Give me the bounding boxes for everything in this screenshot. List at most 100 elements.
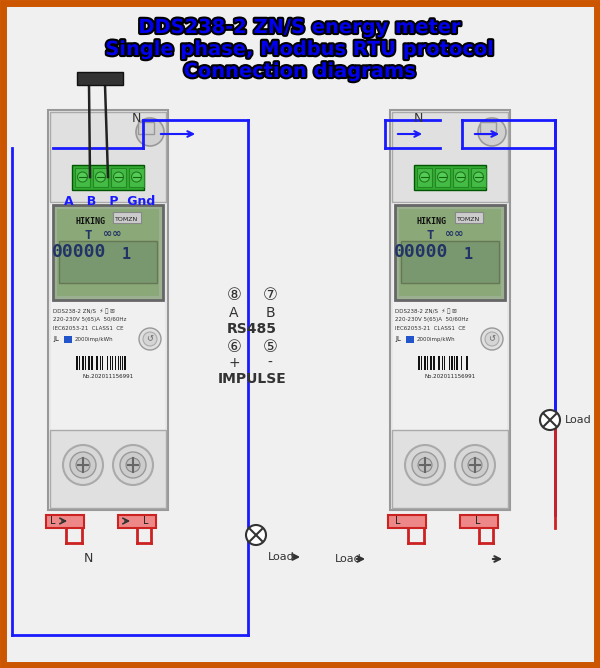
Bar xyxy=(457,356,458,370)
Bar xyxy=(119,356,121,370)
Text: T: T xyxy=(84,229,92,242)
Text: DDS238-2 ZN/S  ⚡ ⓘ ✉: DDS238-2 ZN/S ⚡ ⓘ ✉ xyxy=(395,308,457,313)
Bar xyxy=(461,356,463,370)
Circle shape xyxy=(126,458,140,472)
Bar xyxy=(446,356,448,370)
Circle shape xyxy=(143,332,157,346)
Text: 220-230V 5(65)A  50/60Hz: 220-230V 5(65)A 50/60Hz xyxy=(53,317,127,322)
Bar xyxy=(392,112,508,202)
Bar xyxy=(79,356,80,370)
Bar xyxy=(96,356,98,370)
Bar xyxy=(78,356,79,370)
Text: TOMZN: TOMZN xyxy=(115,217,139,222)
Bar xyxy=(116,356,118,370)
Text: HIKING: HIKING xyxy=(417,217,447,226)
Circle shape xyxy=(113,445,153,485)
Text: ↺: ↺ xyxy=(488,335,496,343)
Bar xyxy=(101,356,102,370)
Text: DDS238-2 ZN/S  ⚡ ⓘ ✉: DDS238-2 ZN/S ⚡ ⓘ ✉ xyxy=(53,308,115,313)
Bar xyxy=(450,356,451,370)
Bar xyxy=(124,356,126,370)
Bar xyxy=(112,356,113,370)
Text: ∞∞: ∞∞ xyxy=(103,229,122,239)
Bar xyxy=(91,356,94,370)
Bar xyxy=(414,165,486,190)
Bar xyxy=(422,356,424,370)
Bar xyxy=(98,356,100,370)
Bar xyxy=(437,356,440,370)
Text: No.202011156991: No.202011156991 xyxy=(82,374,134,379)
Bar xyxy=(458,356,460,370)
Bar xyxy=(93,168,108,187)
Text: A   B   P  Gnd: A B P Gnd xyxy=(64,195,155,208)
Bar xyxy=(76,356,78,370)
Bar xyxy=(442,356,443,370)
Text: Single phase, Modbus RTU protocol: Single phase, Modbus RTU protocol xyxy=(106,40,494,59)
Bar xyxy=(129,168,144,187)
Bar xyxy=(406,336,414,343)
Text: 2000imp/kWh: 2000imp/kWh xyxy=(417,337,455,341)
Bar xyxy=(390,110,510,510)
Bar xyxy=(138,122,154,134)
Text: N: N xyxy=(131,112,140,124)
Text: RS485: RS485 xyxy=(227,322,277,336)
Bar xyxy=(393,113,507,507)
Bar xyxy=(431,356,433,370)
Text: ∞∞: ∞∞ xyxy=(445,229,463,239)
Text: 220-230V 5(65)A  50/60Hz: 220-230V 5(65)A 50/60Hz xyxy=(395,317,469,322)
Bar xyxy=(111,356,112,370)
Bar xyxy=(53,205,163,300)
Text: Connection diagrams: Connection diagrams xyxy=(184,62,416,81)
Text: T: T xyxy=(426,229,434,242)
Bar xyxy=(395,205,505,300)
Circle shape xyxy=(120,452,146,478)
Bar xyxy=(108,356,109,370)
Bar xyxy=(466,356,468,370)
Bar xyxy=(435,168,450,187)
Text: 1: 1 xyxy=(463,247,473,262)
Bar xyxy=(424,356,426,370)
Text: DDS238-2 ZN/S energy meter: DDS238-2 ZN/S energy meter xyxy=(139,18,461,37)
Bar xyxy=(420,356,421,370)
Bar xyxy=(72,165,144,190)
Bar xyxy=(401,241,499,283)
Text: B: B xyxy=(265,306,275,320)
Bar xyxy=(436,356,437,370)
Bar xyxy=(118,515,156,528)
Text: JL: JL xyxy=(395,336,401,342)
Circle shape xyxy=(77,172,88,182)
Circle shape xyxy=(473,172,484,182)
Text: L: L xyxy=(50,516,56,526)
Text: 1: 1 xyxy=(121,247,131,262)
Circle shape xyxy=(405,445,445,485)
Bar xyxy=(115,356,116,370)
Bar xyxy=(455,356,456,370)
Bar xyxy=(453,356,454,370)
Bar xyxy=(392,430,508,508)
Text: No.202011156991: No.202011156991 xyxy=(424,374,476,379)
Text: ⑧: ⑧ xyxy=(227,286,241,304)
Bar xyxy=(417,168,432,187)
Bar xyxy=(388,515,426,528)
Text: ⑦: ⑦ xyxy=(263,286,277,304)
Bar xyxy=(444,356,445,370)
Bar xyxy=(418,356,420,370)
Bar xyxy=(94,356,95,370)
Bar xyxy=(449,356,450,370)
Circle shape xyxy=(478,118,506,146)
Circle shape xyxy=(418,458,432,472)
Text: IEC62053-21  CLASS1  CE: IEC62053-21 CLASS1 CE xyxy=(395,326,466,331)
Text: A: A xyxy=(229,306,239,320)
Text: N: N xyxy=(413,112,422,124)
Bar xyxy=(118,356,119,370)
Bar xyxy=(480,122,496,134)
Bar xyxy=(428,356,429,370)
Bar xyxy=(113,212,141,223)
Bar xyxy=(100,356,101,370)
Circle shape xyxy=(485,332,499,346)
Text: 00000: 00000 xyxy=(394,243,448,261)
Text: Load: Load xyxy=(335,554,362,564)
Circle shape xyxy=(462,452,488,478)
Bar xyxy=(88,356,89,370)
Bar xyxy=(427,356,428,370)
